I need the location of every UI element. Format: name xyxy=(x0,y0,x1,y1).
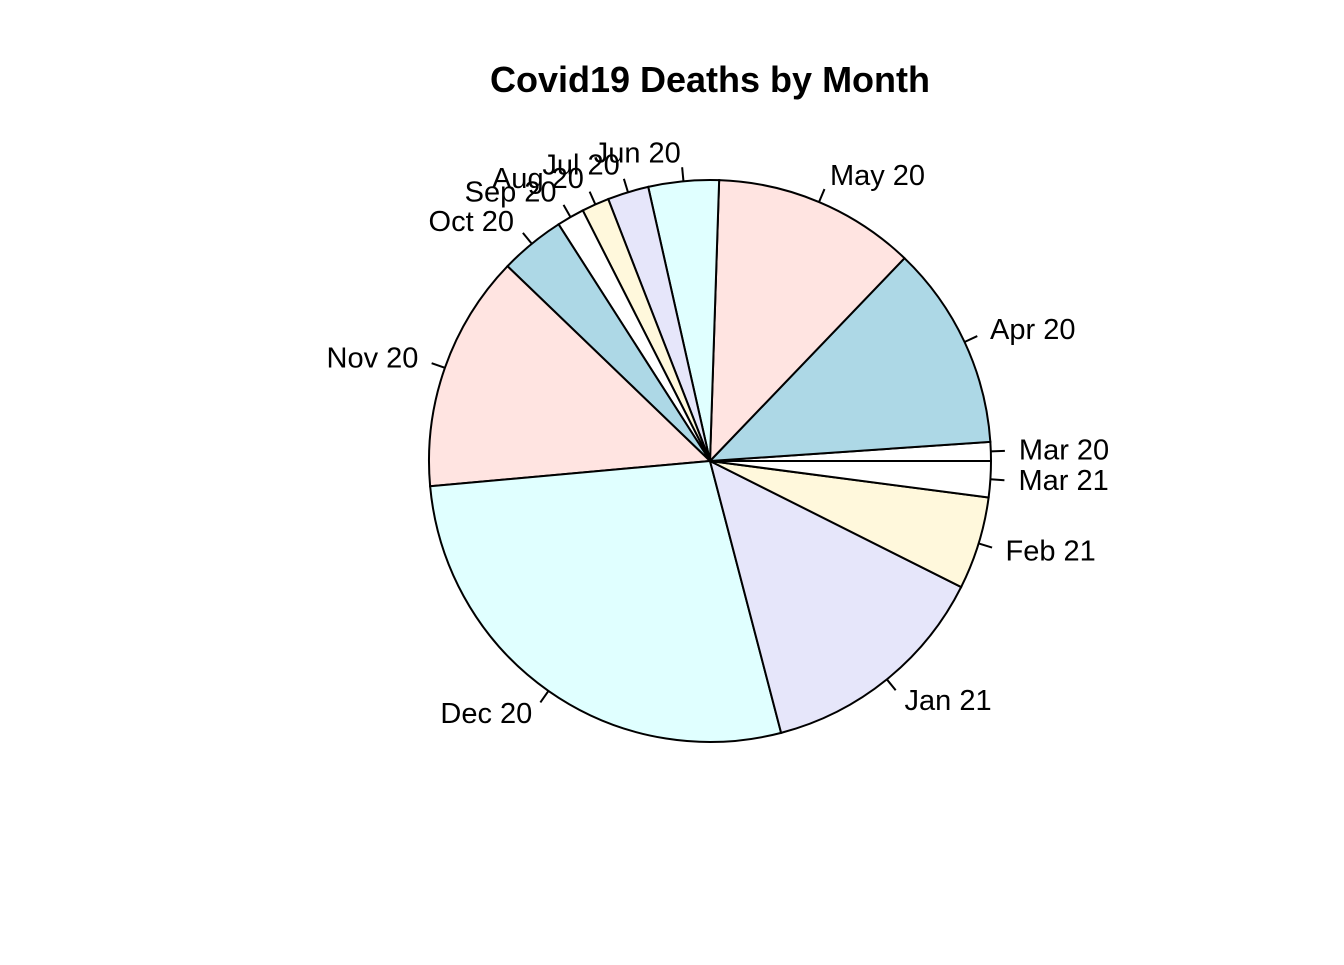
pie-slices xyxy=(429,180,991,742)
slice-label: Oct 20 xyxy=(429,206,514,238)
slice-label: May 20 xyxy=(830,160,925,192)
slice-label: Jan 21 xyxy=(905,685,992,717)
label-tick xyxy=(990,479,1004,480)
slice-label: Mar 21 xyxy=(1018,465,1108,497)
label-tick xyxy=(819,189,824,202)
chart-title: Covid19 Deaths by Month xyxy=(490,59,930,100)
slice-label: Nov 20 xyxy=(327,342,419,374)
label-tick xyxy=(965,336,978,342)
label-tick xyxy=(540,691,548,702)
label-tick xyxy=(590,192,596,205)
slice-label: Dec 20 xyxy=(440,698,532,730)
label-tick xyxy=(887,679,896,690)
slice-label: Apr 20 xyxy=(990,314,1075,346)
label-tick xyxy=(564,205,571,217)
label-tick xyxy=(979,543,992,547)
label-tick xyxy=(624,179,628,192)
label-tick xyxy=(523,233,532,244)
label-tick xyxy=(682,167,683,181)
slice-label: Feb 21 xyxy=(1006,536,1096,568)
label-tick xyxy=(432,363,445,368)
slice-label: Mar 20 xyxy=(1019,434,1109,466)
slice-label: Sep 20 xyxy=(465,177,557,209)
